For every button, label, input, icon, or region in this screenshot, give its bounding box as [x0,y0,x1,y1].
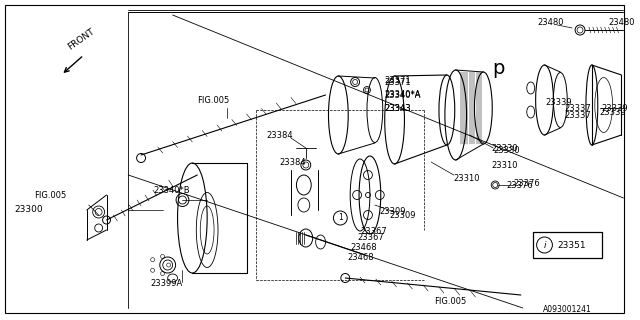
Text: 23340*A: 23340*A [385,90,421,99]
Text: 23384: 23384 [279,157,306,166]
Text: 23468: 23468 [348,253,374,262]
Text: 23399A: 23399A [150,279,182,289]
Text: 23480: 23480 [609,18,635,27]
Text: FIG.005: FIG.005 [35,191,67,201]
Text: 23343: 23343 [385,103,412,113]
Text: A093001241: A093001241 [543,306,591,315]
Text: 1: 1 [338,213,342,222]
Text: 23371: 23371 [385,76,412,84]
Text: 23339: 23339 [600,108,627,116]
Text: 23340*B: 23340*B [153,186,189,195]
Text: 23337: 23337 [564,110,591,119]
Text: 23339: 23339 [602,103,628,113]
Text: FRONT: FRONT [67,27,97,52]
Text: 23339: 23339 [545,98,572,107]
Text: 23310: 23310 [454,173,480,182]
Text: i: i [543,241,546,250]
Text: 23480: 23480 [538,18,564,27]
Text: 23337: 23337 [564,103,591,113]
Text: 23340*A: 23340*A [385,91,421,100]
Text: 23330: 23330 [492,143,518,153]
Text: 23371: 23371 [385,77,412,86]
Text: 23367: 23367 [357,234,384,243]
Text: 23376: 23376 [506,180,532,189]
Text: 23376: 23376 [513,179,540,188]
Text: 23343: 23343 [385,103,412,113]
Text: 23309: 23309 [390,212,416,220]
Text: FIG.005: FIG.005 [197,95,230,105]
Text: 23300: 23300 [15,205,44,214]
Text: 23330: 23330 [493,146,520,155]
Text: FIG.005: FIG.005 [434,298,467,307]
Text: 23468: 23468 [350,244,377,252]
Text: 23310: 23310 [492,161,518,170]
Bar [532,232,602,258]
Text: 23367: 23367 [360,228,387,236]
Text: 23309: 23309 [380,207,406,217]
Text: 23384: 23384 [266,131,293,140]
Text: 23351: 23351 [557,241,586,250]
Text: p: p [492,59,504,77]
